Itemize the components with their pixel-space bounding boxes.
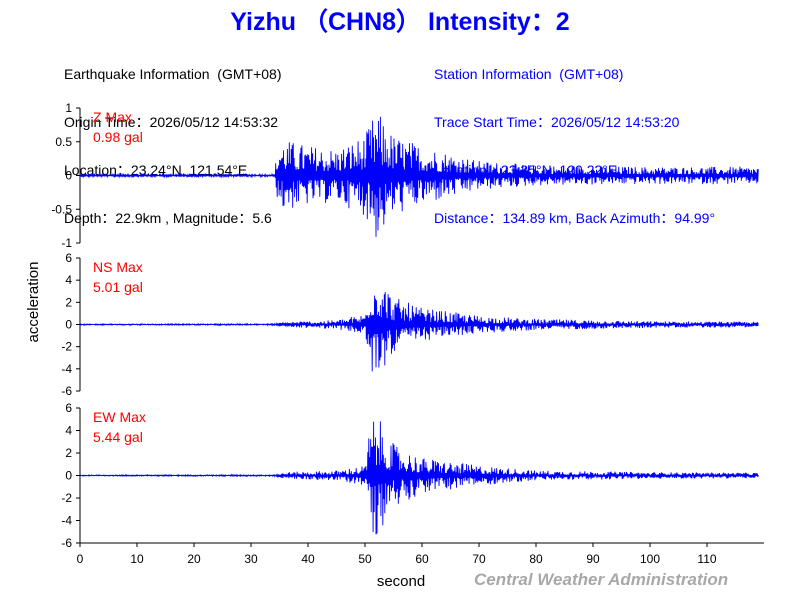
waveform-ns [79,292,759,372]
x-tick-label: 70 [472,552,486,566]
y-tick-label: -2 [61,340,72,354]
y-tick-label: -4 [61,362,72,376]
max-label-ew: EW Max [93,409,146,425]
max-label-ns: NS Max [93,259,143,275]
x-tick-label: 30 [244,552,258,566]
credit-label: Central Weather Administration [474,570,729,589]
y-tick-label: 6 [65,251,72,265]
y-tick-label: 6 [65,401,72,415]
x-tick-label: 40 [301,552,315,566]
y-tick-label: 0 [65,169,72,183]
x-tick-label: 100 [640,552,660,566]
x-tick-label: 0 [77,552,84,566]
y-tick-label: -6 [61,384,72,398]
earthquake-info-heading: Earthquake Information (GMT+08) [64,66,282,82]
trace-start-time: Trace Start Time：2026/05/12 14:53:20 [434,114,680,130]
waveform-ew [79,421,759,535]
y-tick-label: -1 [61,236,72,250]
x-tick-label: 110 [697,552,716,566]
waveform-z [79,116,759,237]
y-tick-label: -6 [61,536,72,550]
y-tick-label: 2 [65,295,72,309]
y-tick-label: 4 [65,424,72,438]
y-tick-label: -4 [61,514,72,528]
x-tick-label: 90 [586,552,600,566]
y-tick-label: 0 [65,318,72,332]
y-tick-label: -2 [61,491,72,505]
origin-time: Origin Time：2026/05/12 14:53:32 [64,114,279,130]
max-value-ew: 5.44 gal [93,429,143,445]
y-tick-label: 1 [65,101,72,115]
station-info-heading: Station Information (GMT+08) [434,66,624,82]
x-tick-label: 60 [415,552,429,566]
x-tick-label: 20 [187,552,201,566]
y-axis-title: acceleration [25,262,42,343]
max-value-z: 0.98 gal [93,129,143,145]
x-tick-label: 10 [130,552,144,566]
max-value-ns: 5.01 gal [93,279,143,295]
y-tick-label: 4 [65,273,72,287]
y-tick-label: -0.5 [51,202,72,216]
depth-magnitude: Depth：22.9km , Magnitude：5.6 [64,210,272,226]
y-tick-label: 0 [65,469,72,483]
y-tick-label: 0.5 [55,135,72,149]
distance-azimuth: Distance：134.89 km, Back Azimuth：94.99° [434,210,716,226]
x-axis-title: second [377,573,425,590]
x-tick-label: 50 [358,552,372,566]
y-tick-label: 2 [65,446,72,460]
x-tick-label: 80 [529,552,543,566]
max-label-z: Z Max [93,109,132,125]
page-title: Yizhu （CHN8） Intensity：2 [230,8,570,36]
